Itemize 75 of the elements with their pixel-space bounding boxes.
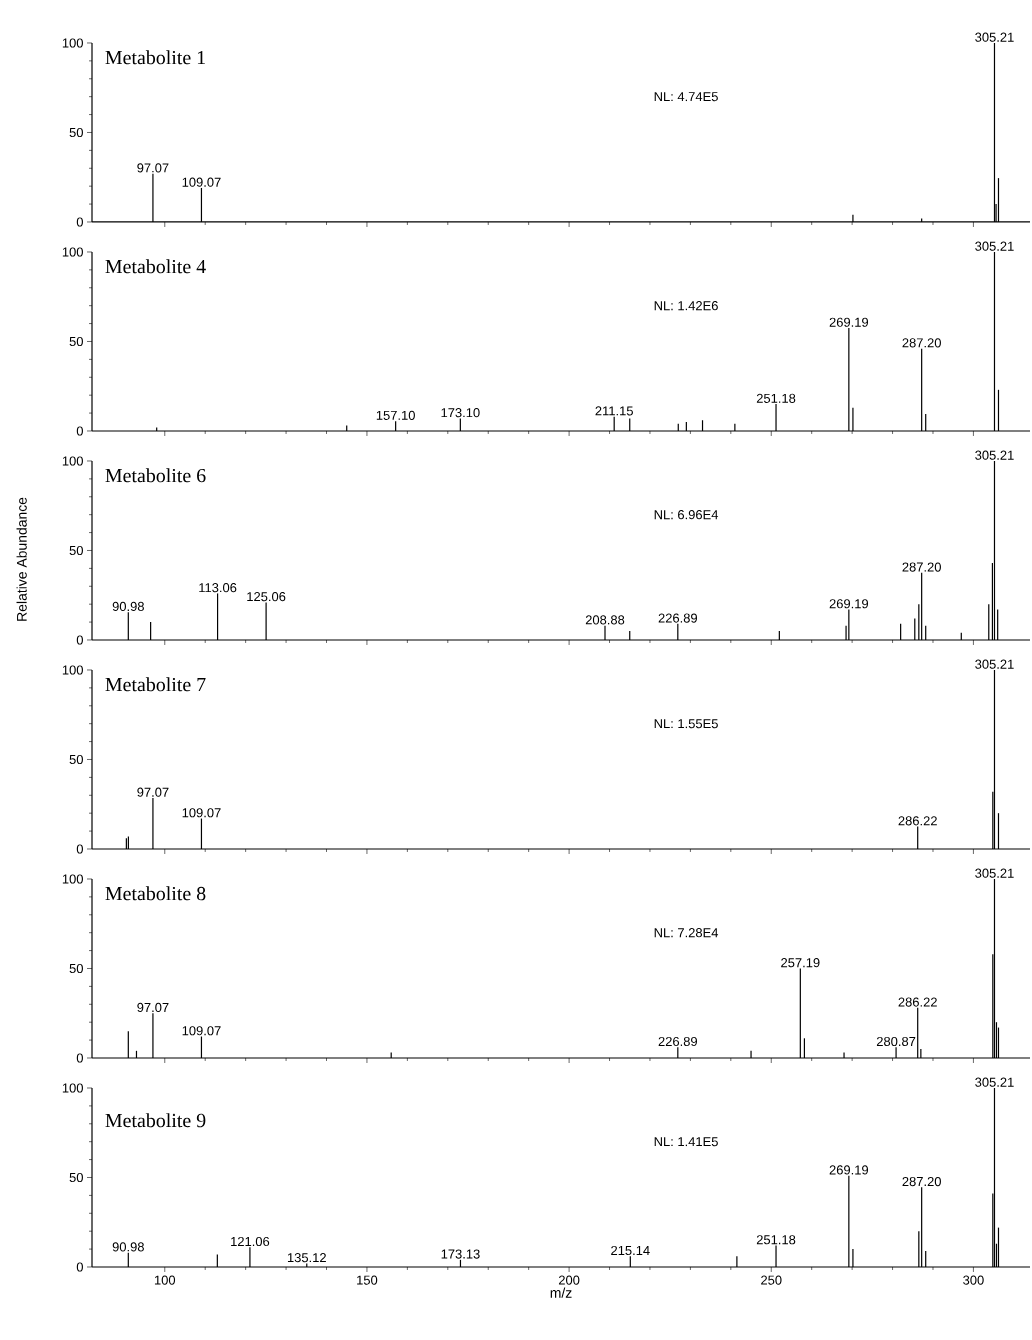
annotation: 269.19 [829, 317, 869, 327]
annotation: 173.13 [441, 1249, 480, 1259]
annotation: 211.15 [595, 406, 633, 416]
annotation: 305.21 [975, 241, 1014, 251]
y-tick-label: 50 [69, 1172, 83, 1183]
annotation: 157.10 [376, 410, 415, 420]
y-tick-label: 100 [62, 456, 83, 466]
chart-title: Metabolite 8 [105, 886, 206, 901]
y-tick-label: 100 [62, 38, 83, 48]
annotation: 305.21 [975, 32, 1014, 42]
annotation: NL: 6.96E4 [654, 510, 719, 520]
y-tick-label: 100 [62, 665, 83, 675]
annotation: 287.20 [902, 1176, 941, 1187]
y-tick-label: 0 [76, 217, 83, 227]
annotation: 251.18 [756, 1235, 796, 1245]
chart-title: Metabolite 1 [105, 50, 205, 65]
y-tick-label: 100 [62, 874, 83, 884]
annotation: 269.19 [829, 599, 869, 609]
y-tick-label: 100 [62, 247, 83, 257]
annotation: 226.89 [658, 1036, 698, 1047]
annotation: 97.07 [137, 1002, 169, 1013]
y-tick-label: 100 [62, 1083, 83, 1093]
annotation: 125.06 [247, 592, 286, 602]
annotation: 215.14 [611, 1245, 650, 1256]
x-tick-label: 200 [558, 1275, 580, 1285]
chart-title: Metabolite 7 [105, 677, 206, 692]
annotation: NL: 4.74E5 [654, 92, 718, 102]
annotation: NL: 1.55E5 [654, 719, 718, 729]
y-tick-label: 0 [76, 844, 83, 854]
annotation: 97.07 [137, 163, 169, 173]
chart-title: Metabolite 6 [105, 468, 206, 483]
y-tick-label: 0 [76, 635, 83, 645]
annotation: 286.22 [898, 997, 937, 1007]
y-tick-label: 0 [76, 1262, 83, 1272]
y-tick-label: 0 [76, 1053, 83, 1063]
annotation: 269.19 [829, 1165, 869, 1175]
y-tick-label: 50 [69, 754, 83, 765]
annotation: 257.19 [781, 958, 820, 968]
y-tick-label: 50 [69, 127, 83, 138]
annotation: 280.87 [876, 1036, 916, 1047]
annotation: 173.10 [441, 408, 480, 418]
annotation: 251.18 [756, 393, 796, 403]
y-tick-label: 50 [69, 545, 83, 556]
annotation: 109.07 [182, 808, 221, 818]
annotation: NL: 7.28E4 [654, 928, 719, 938]
x-tick-label: 250 [761, 1275, 782, 1285]
annotation: 121.06 [231, 1236, 270, 1247]
x-tick-label: 100 [154, 1275, 176, 1285]
annotation: 287.20 [902, 562, 941, 572]
annotation: 109.07 [182, 1026, 221, 1036]
y-tick-label: 0 [76, 426, 83, 436]
annotation: 135.12 [287, 1253, 326, 1263]
annotation: 113.06 [199, 583, 237, 593]
annotation: 90.98 [112, 601, 144, 612]
annotation: 305.21 [975, 659, 1014, 669]
annotation: 90.98 [112, 1242, 144, 1252]
annotation: NL: 1.42E6 [654, 301, 718, 311]
annotation: 305.21 [975, 868, 1014, 878]
annotation: 97.07 [137, 787, 169, 797]
annotation: 226.89 [658, 613, 698, 623]
x-tick-label: 300 [963, 1275, 984, 1285]
annotation: 109.07 [182, 177, 221, 187]
x-tick-label: 150 [357, 1275, 378, 1285]
y-axis-title: Relative Abundance [16, 497, 27, 621]
annotation: 305.21 [975, 1077, 1014, 1087]
annotation: 208.88 [585, 615, 625, 625]
y-tick-label: 50 [69, 963, 83, 974]
chart-title: Metabolite 4 [105, 259, 206, 274]
annotation: 286.22 [898, 816, 937, 826]
annotation: NL: 1.41E5 [654, 1137, 718, 1147]
text: Metabolite 9 [105, 1113, 206, 1128]
annotation: 305.21 [975, 450, 1014, 460]
x-axis-title: m/z [550, 1287, 572, 1298]
y-tick-label: 50 [69, 336, 83, 347]
annotation: 287.20 [902, 338, 941, 348]
